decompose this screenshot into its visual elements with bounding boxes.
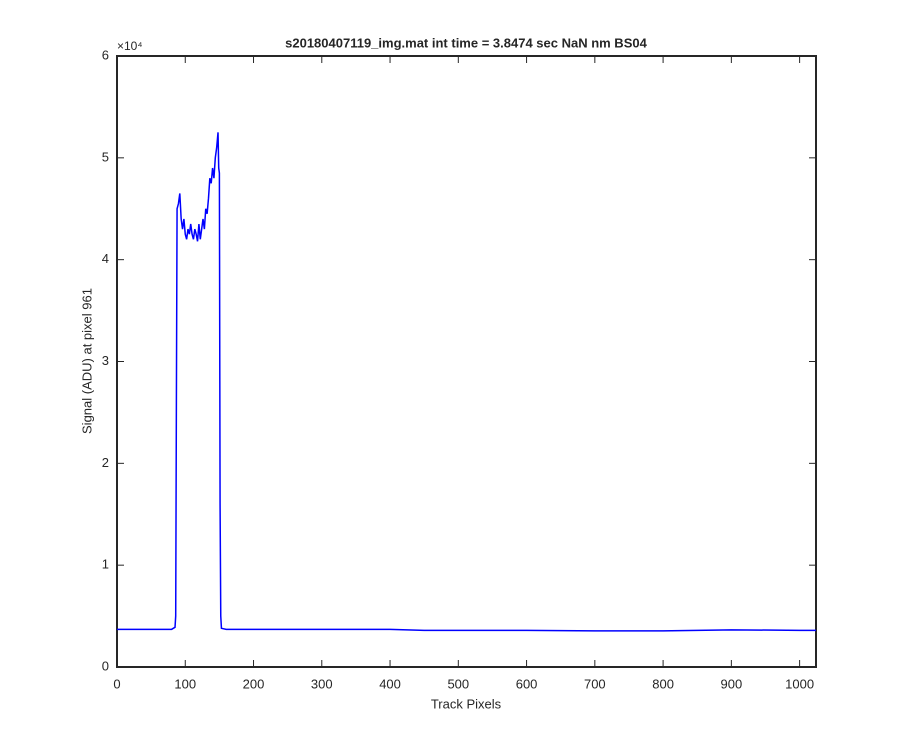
y-tick-label: 0: [102, 658, 109, 673]
x-tick-label: 300: [311, 676, 333, 691]
x-tick-label: 200: [243, 676, 265, 691]
y-tick-label: 5: [102, 149, 109, 164]
x-tick-label: 900: [721, 676, 743, 691]
x-axis-label: Track Pixels: [431, 696, 502, 711]
y-multiplier: ×10⁴: [117, 39, 143, 53]
x-tick-label: 400: [379, 676, 401, 691]
x-tick-label: 600: [516, 676, 538, 691]
chart-title: s20180407119_img.mat int time = 3.8474 s…: [285, 35, 647, 50]
y-tick-label: 6: [102, 47, 109, 62]
y-tick-label: 3: [102, 353, 109, 368]
y-tick-label: 2: [102, 455, 109, 470]
x-tick-label: 500: [447, 676, 469, 691]
data-line: [117, 132, 816, 632]
x-tick-label: 800: [652, 676, 674, 691]
x-tick-label: 100: [174, 676, 196, 691]
x-tick-label: 0: [113, 676, 120, 691]
y-axis-label: Signal (ADU) at pixel 961: [79, 288, 94, 434]
y-tick-label: 4: [102, 251, 109, 266]
y-tick-label: 1: [102, 557, 109, 572]
x-tick-label: 700: [584, 676, 606, 691]
x-tick-label: 1000: [785, 676, 814, 691]
